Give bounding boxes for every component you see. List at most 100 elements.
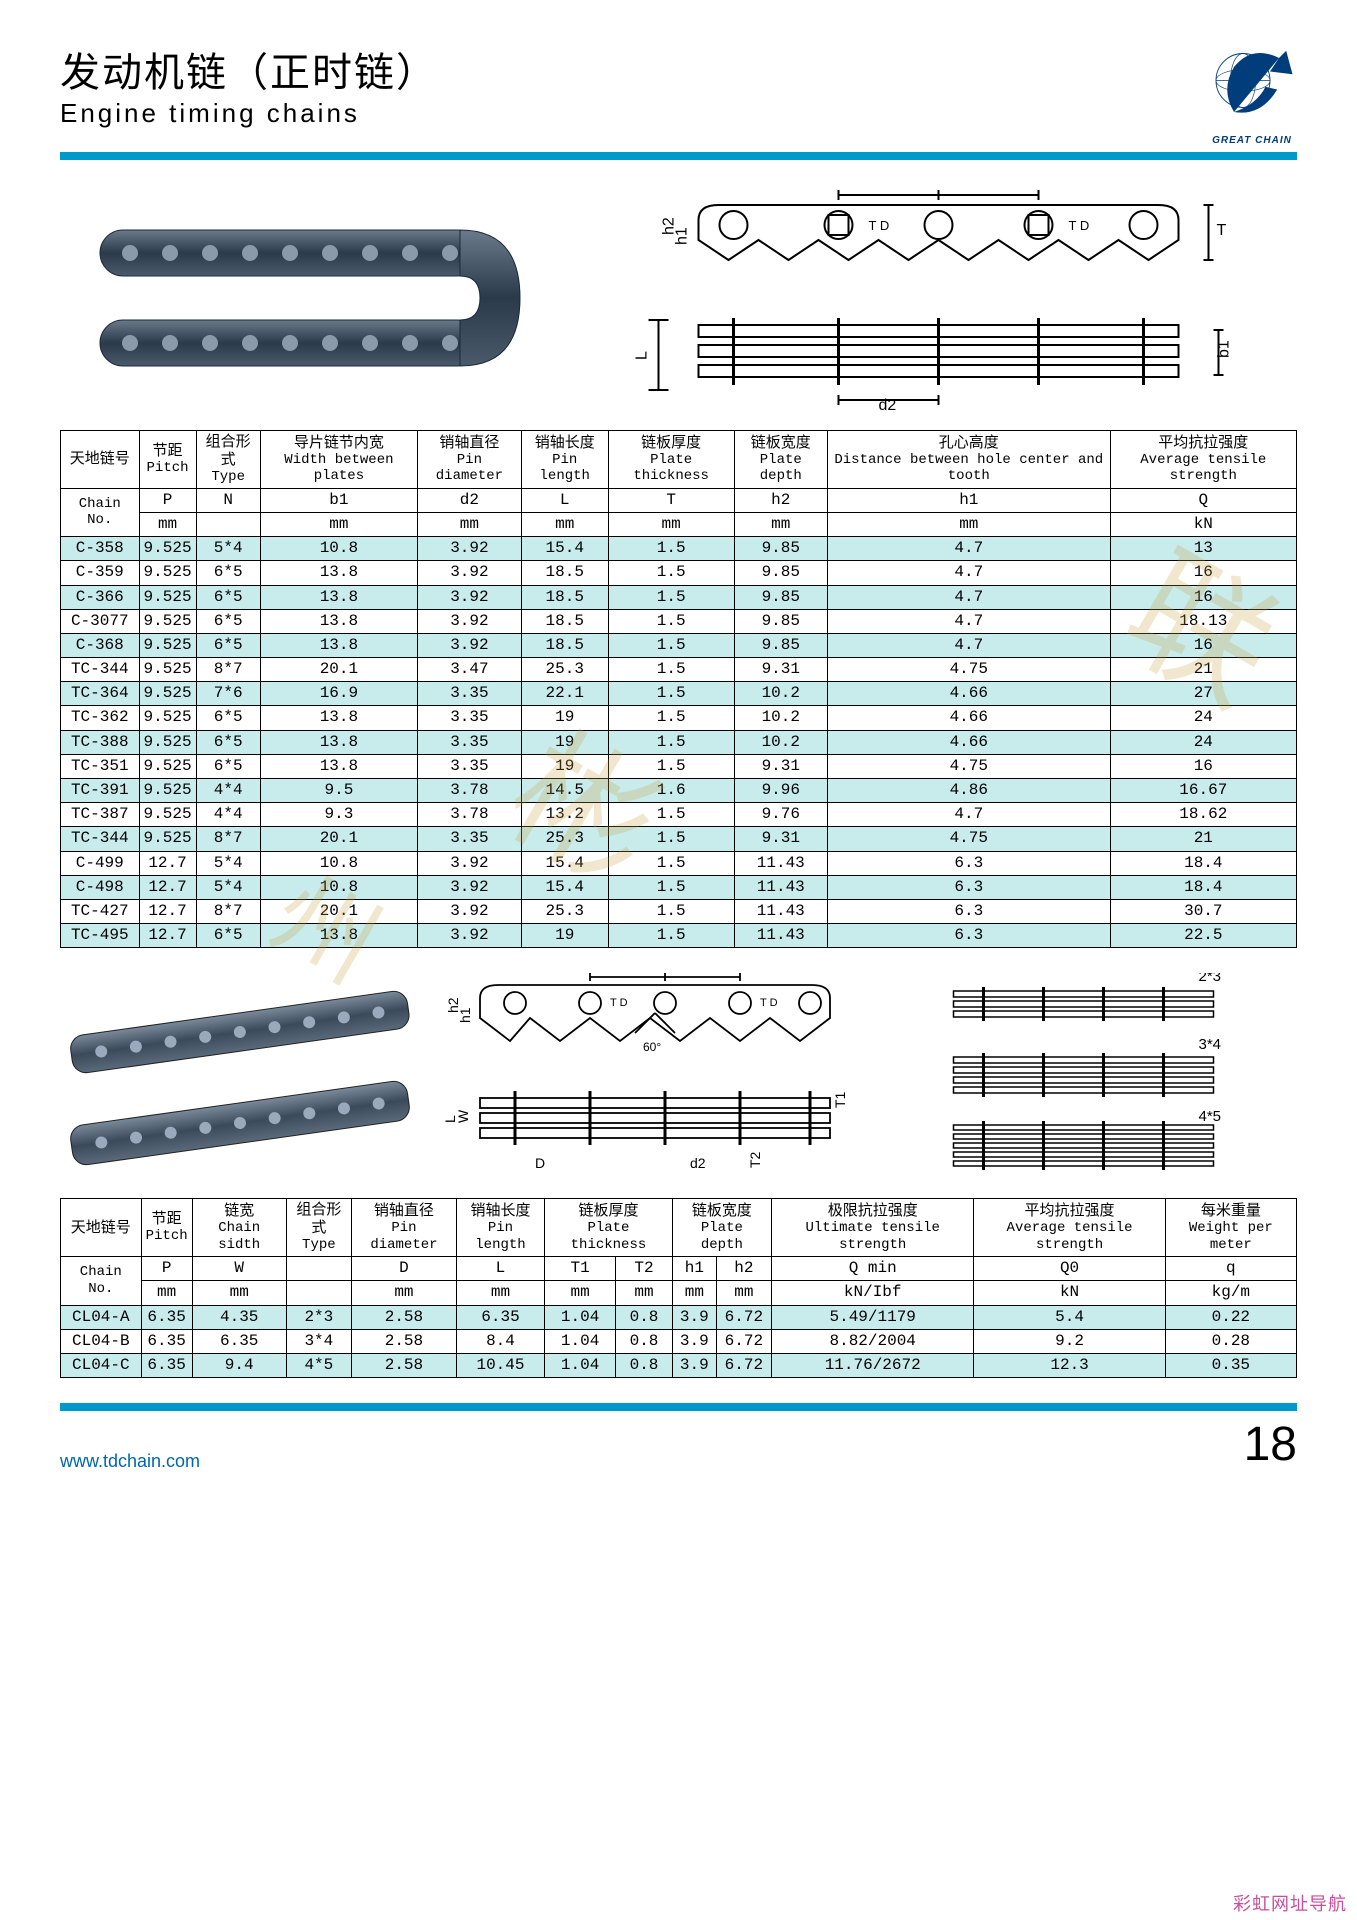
col-header: 销轴直径Pin diameter	[351, 1199, 456, 1257]
cell: 1.5	[608, 924, 734, 948]
cell: 4*4	[196, 803, 260, 827]
svg-text:60°: 60°	[643, 1040, 661, 1054]
cell: 1.5	[608, 537, 734, 561]
col-header: 节距Pitch	[139, 431, 196, 489]
cell: 4.86	[827, 779, 1110, 803]
col-symbol: Q min	[771, 1257, 974, 1281]
cell: 8*7	[196, 658, 260, 682]
cell: 10.8	[260, 537, 417, 561]
cell: 19	[521, 754, 608, 778]
cell: 10.8	[260, 875, 417, 899]
cell: 3.92	[418, 633, 522, 657]
cell: 10.2	[734, 682, 827, 706]
cell: 18.5	[521, 633, 608, 657]
cell: 1.5	[608, 730, 734, 754]
col-unit: mm	[734, 512, 827, 536]
cell: 10.45	[456, 1353, 544, 1377]
svg-text:4*5: 4*5	[1199, 1108, 1222, 1125]
cell: 20.1	[260, 658, 417, 682]
cell: 9.525	[139, 706, 196, 730]
cell: 20.1	[260, 899, 417, 923]
cell: 3.35	[418, 730, 522, 754]
cell: C-3077	[61, 609, 140, 633]
chain-diagram-2: P P h2 h1 T D T D 60° L W D d2 T1 T2	[440, 973, 870, 1183]
col-symbol	[286, 1257, 351, 1281]
cell: 6.3	[827, 875, 1110, 899]
col-unit: kN	[974, 1281, 1165, 1305]
cell: 8.4	[456, 1329, 544, 1353]
cell: 18.13	[1110, 609, 1296, 633]
cell: 18.4	[1110, 851, 1296, 875]
col-header: 天地链号	[61, 431, 140, 489]
svg-text:T1: T1	[832, 1092, 848, 1109]
cell: 8*7	[196, 899, 260, 923]
table-row: CL04-C6.359.44*52.5810.451.040.83.96.721…	[61, 1353, 1297, 1377]
title-cn: 发动机链（正时链）	[60, 40, 438, 98]
table-row: TC-3519.5256*513.83.35191.59.314.7516	[61, 754, 1297, 778]
cell: TC-364	[61, 682, 140, 706]
cell: 10.8	[260, 851, 417, 875]
cell: 3.35	[418, 706, 522, 730]
cell: 6.35	[141, 1353, 192, 1377]
cell: 14.5	[521, 779, 608, 803]
col-header: 链板厚度Plate thickness	[608, 431, 734, 489]
cell: 6*5	[196, 754, 260, 778]
col-header: 节距Pitch	[141, 1199, 192, 1257]
cell: 9.525	[139, 561, 196, 585]
col-symbol: L	[456, 1257, 544, 1281]
cell: 18.5	[521, 561, 608, 585]
globe-arrow-icon	[1207, 40, 1297, 130]
svg-text:h1: h1	[457, 1008, 473, 1024]
svg-text:P: P	[984, 190, 995, 192]
cell: 5*4	[196, 875, 260, 899]
col-symbol: h2	[716, 1257, 771, 1281]
cell: 13.8	[260, 924, 417, 948]
cell: 13.8	[260, 706, 417, 730]
cell: 7*6	[196, 682, 260, 706]
cell: 0.8	[616, 1353, 673, 1377]
page-number: 18	[1244, 1417, 1297, 1472]
col-header: 极限抗拉强度Ultimate tensile strength	[771, 1199, 974, 1257]
cell: 10.2	[734, 730, 827, 754]
cell: 25.3	[521, 658, 608, 682]
cell: 9.85	[734, 561, 827, 585]
cell: 18.5	[521, 585, 608, 609]
table-row: TC-3449.5258*720.13.3525.31.59.314.7521	[61, 827, 1297, 851]
cell: 16.9	[260, 682, 417, 706]
cell: 4.66	[827, 730, 1110, 754]
cell: 1.04	[545, 1329, 616, 1353]
page-header: 发动机链（正时链） Engine timing chains GREAT CHA…	[60, 40, 1297, 160]
svg-text:T D: T D	[869, 218, 890, 233]
cell: TC-344	[61, 658, 140, 682]
col-symbol: q	[1165, 1257, 1296, 1281]
cell: 19	[521, 706, 608, 730]
cell: 3.92	[418, 585, 522, 609]
table-row: TC-3649.5257*616.93.3522.11.510.24.6627	[61, 682, 1297, 706]
cell: 9.525	[139, 827, 196, 851]
cell: 3.92	[418, 924, 522, 948]
footer-url: www.tdchain.com	[60, 1451, 200, 1472]
cell: 3.92	[418, 875, 522, 899]
cell: TC-351	[61, 754, 140, 778]
svg-text:P: P	[697, 973, 706, 975]
cell: 6.35	[192, 1329, 286, 1353]
cell: 9.5	[260, 779, 417, 803]
svg-text:W: W	[455, 1109, 471, 1123]
cell: 1.5	[608, 633, 734, 657]
cell: 8.82/2004	[771, 1329, 974, 1353]
cell: 5.49/1179	[771, 1305, 974, 1329]
table-row: C-30779.5256*513.83.9218.51.59.854.718.1…	[61, 609, 1297, 633]
cell: 3.35	[418, 682, 522, 706]
cell: 4*5	[286, 1353, 351, 1377]
cell: 13.8	[260, 585, 417, 609]
cell: 11.43	[734, 924, 827, 948]
cell: 4.7	[827, 561, 1110, 585]
cell: 1.5	[608, 682, 734, 706]
cell: 3.78	[418, 779, 522, 803]
cell: 2.58	[351, 1353, 456, 1377]
col-unit: mm	[716, 1281, 771, 1305]
spec-table-2: 天地链号节距Pitch链宽Chain sidth组合形式Type销轴直径Pin …	[60, 1198, 1297, 1378]
cell: 9.31	[734, 658, 827, 682]
cell: 3.78	[418, 803, 522, 827]
cell: 3.92	[418, 851, 522, 875]
